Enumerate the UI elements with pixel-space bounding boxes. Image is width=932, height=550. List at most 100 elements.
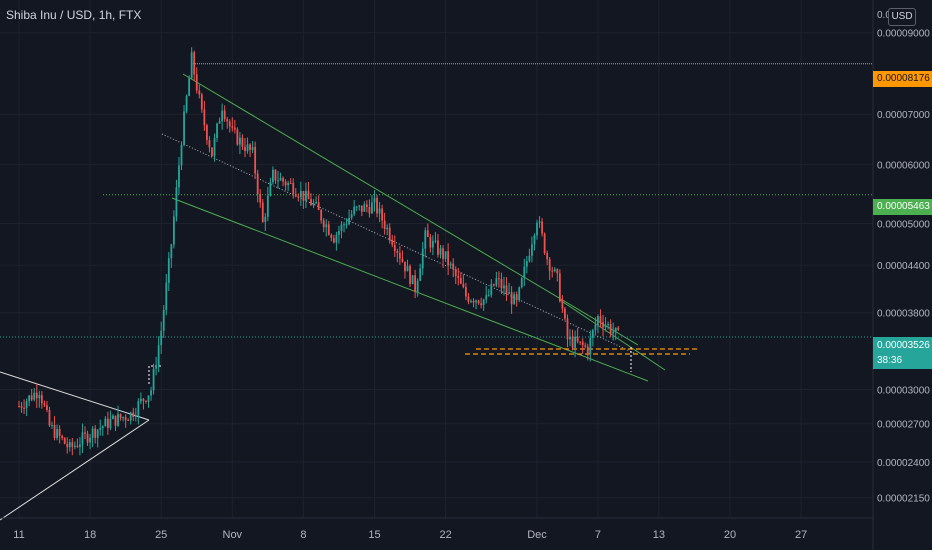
candle	[320, 209, 322, 224]
candle-body	[569, 337, 571, 340]
candle-body	[234, 128, 236, 130]
candle-body	[170, 245, 172, 259]
candle	[163, 305, 165, 338]
candle	[404, 262, 406, 279]
candle	[264, 213, 266, 231]
candle	[422, 242, 424, 275]
candle-body	[178, 165, 180, 187]
triangle-upper-line[interactable]	[0, 372, 149, 420]
candle-body	[18, 406, 20, 407]
candle	[117, 406, 119, 427]
candle-body	[617, 328, 619, 330]
candle-body	[259, 194, 261, 202]
time-tick-label: 8	[300, 529, 306, 541]
candle-body	[140, 399, 142, 402]
candle	[302, 191, 304, 209]
candle	[31, 389, 33, 401]
candle	[419, 264, 421, 281]
candle-body	[64, 438, 66, 444]
candle-body	[247, 144, 249, 151]
candle	[28, 395, 30, 406]
price-tick-label: 0.00002700	[877, 420, 930, 431]
candle	[137, 398, 139, 424]
candle	[209, 136, 211, 152]
candle	[231, 117, 233, 131]
candle-body	[74, 446, 76, 447]
channel-mid-line[interactable]	[162, 134, 636, 354]
candle-body	[320, 210, 322, 220]
candle	[242, 134, 244, 150]
time-axis[interactable]: 11 18 25 Nov 8 15 22 Dec 7 13 20 27	[0, 518, 873, 541]
candle	[490, 279, 492, 297]
candle-body	[336, 235, 338, 243]
candle-body	[302, 191, 304, 201]
candle	[361, 206, 363, 217]
candle-body	[132, 412, 134, 416]
candle-body	[363, 204, 365, 211]
candle-body	[417, 281, 419, 292]
candle-body	[46, 405, 48, 410]
triangle-lower-line[interactable]	[0, 420, 149, 520]
candle	[224, 105, 226, 121]
candle-body	[269, 182, 271, 196]
candle-body	[153, 369, 155, 391]
candle-body	[561, 301, 563, 308]
candle	[43, 401, 45, 407]
candle-body	[89, 438, 91, 443]
candle	[493, 284, 495, 287]
candle	[269, 178, 271, 197]
candle-body	[280, 178, 282, 180]
candle	[480, 298, 482, 309]
candle	[280, 173, 282, 181]
candle	[178, 157, 180, 194]
candle-body	[224, 111, 226, 120]
candle-body	[203, 109, 205, 125]
candle-body	[396, 251, 398, 253]
candle-body	[292, 183, 294, 194]
candle-body	[513, 294, 515, 304]
candle	[226, 117, 228, 129]
time-tick-label: 11	[13, 529, 24, 541]
candle-body	[176, 187, 178, 216]
trend-drawings	[0, 74, 698, 520]
candle	[544, 232, 546, 254]
currency-badge[interactable]: USD	[888, 8, 916, 26]
candle	[325, 219, 327, 236]
candle-body	[328, 224, 330, 235]
candle-body	[36, 393, 38, 398]
candle	[77, 438, 79, 448]
candle-body	[66, 444, 68, 447]
candle-body	[612, 332, 614, 334]
candle-body	[77, 446, 79, 447]
candle-body	[424, 230, 426, 248]
candle-body	[26, 401, 28, 408]
candle	[275, 169, 277, 184]
candle	[318, 195, 320, 210]
candle	[122, 416, 124, 421]
price-tick-label: 0.00002400	[877, 458, 930, 469]
candle	[145, 400, 147, 403]
price-tick-label: 0.00003800	[877, 309, 930, 320]
candle-body	[488, 295, 490, 296]
channel-lower-line[interactable]	[172, 198, 648, 381]
candle	[336, 232, 338, 251]
candle	[391, 235, 393, 247]
candle	[252, 141, 254, 153]
breakout-line[interactable]	[560, 300, 665, 370]
candle-body	[272, 170, 274, 182]
candle	[201, 93, 203, 113]
candle-body	[216, 124, 218, 138]
candle-body	[252, 147, 254, 150]
candle-body	[239, 138, 241, 145]
candle-body	[610, 324, 612, 333]
symbol-title[interactable]: Shiba Inu / USD, 1h, FTX	[6, 8, 141, 22]
candle-body	[110, 419, 112, 428]
candle-body	[351, 214, 353, 218]
time-tick-label: 25	[155, 529, 167, 541]
candle	[333, 235, 335, 244]
candle	[168, 252, 170, 291]
candle-body	[97, 430, 99, 438]
candle-body	[28, 396, 30, 402]
candle	[38, 391, 40, 408]
